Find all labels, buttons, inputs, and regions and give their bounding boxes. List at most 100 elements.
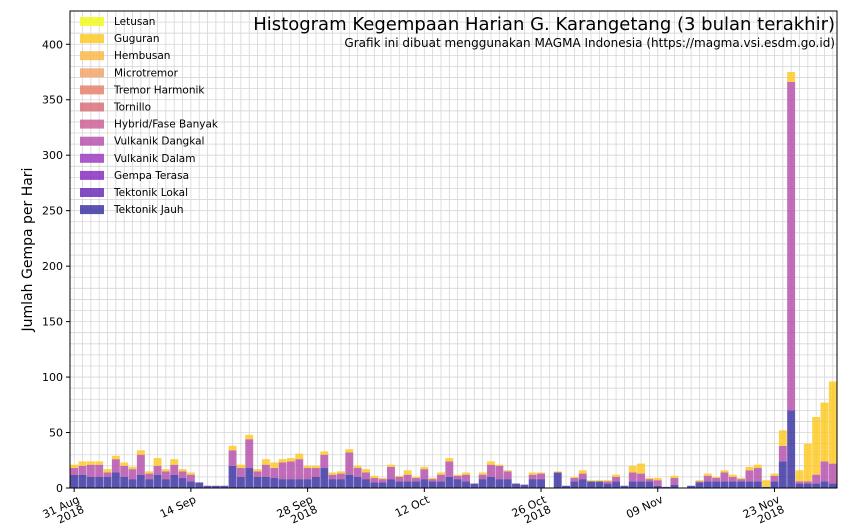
legend-label: Vulkanik Dalam	[114, 153, 195, 165]
bar-segment-tektonik-jauh	[211, 485, 220, 488]
bar-segment-vulkanik-dangkal	[186, 474, 195, 482]
grid-lines	[70, 11, 837, 488]
bar-segment-guguran	[595, 480, 604, 482]
bar-segment-vulkanik-dangkal	[570, 478, 579, 482]
bar-segment-tektonik-jauh	[136, 474, 145, 488]
bar-segment-guguran	[762, 480, 771, 487]
bar-segment-guguran	[420, 466, 429, 470]
bar-segment-tektonik-jauh	[637, 481, 646, 488]
bar-segment-vulkanik-dangkal	[787, 81, 796, 411]
bar-segment-guguran	[261, 459, 270, 465]
bar-segment-vulkanik-dangkal	[428, 479, 437, 482]
bar-segment-vulkanik-dangkal	[462, 474, 470, 482]
plot-frame	[69, 10, 838, 489]
bar-segment-tektonik-jauh	[828, 483, 837, 488]
bar-segment-tektonik-jauh	[278, 479, 287, 488]
bar-segment-tektonik-jauh	[520, 484, 529, 488]
legend-swatch	[80, 170, 104, 180]
bar-segment-tektonik-jauh	[603, 483, 612, 488]
bar-segment-vulkanik-dangkal	[828, 463, 837, 484]
bar-segment-vulkanik-dangkal	[820, 461, 829, 482]
bar-segment-tektonik-jauh	[670, 484, 679, 488]
bar-segment-tektonik-jauh	[161, 479, 170, 488]
bar-segment-vulkanik-dangkal	[528, 474, 537, 480]
bar-segment-tektonik-jauh	[345, 474, 354, 488]
legend-swatch	[80, 119, 104, 129]
bar-segment-tektonik-jauh	[186, 481, 195, 488]
bar-segment-tektonik-jauh	[553, 472, 562, 488]
bar-segment-vulkanik-dangkal	[795, 481, 804, 484]
bar-segment-tektonik-jauh	[745, 481, 754, 488]
bar-segment-tektonik-jauh	[612, 481, 621, 488]
bar-segment-tektonik-jauh	[261, 476, 270, 488]
bar-segment-guguran	[553, 471, 562, 473]
bar-segment-guguran	[637, 463, 646, 474]
bar-segment-tektonik-jauh	[295, 479, 304, 488]
bar-segment-guguran	[345, 449, 354, 453]
bar-segment-guguran	[487, 461, 495, 465]
bar-segment-vulkanik-dangkal	[353, 468, 362, 477]
bar-segment-vulkanik-dangkal	[311, 468, 320, 477]
bar-segment-vulkanik-dangkal	[503, 471, 512, 480]
bar-segment-tektonik-jauh	[562, 485, 571, 488]
bar-segment-guguran	[670, 475, 679, 479]
bar-segment-tektonik-jauh	[378, 482, 387, 488]
bar-segment-tektonik-jauh	[653, 485, 662, 488]
bar-segment-tektonik-jauh	[86, 476, 95, 488]
bar-segment-vulkanik-dangkal	[537, 473, 545, 480]
y-tick-label: 350	[42, 94, 63, 107]
bar-segment-guguran	[695, 480, 704, 482]
bar-segment-vulkanik-dangkal	[70, 468, 79, 475]
bar-segment-tektonik-jauh	[95, 476, 104, 488]
bar-segment-guguran	[170, 459, 179, 465]
bar-segment-vulkanik-dangkal	[712, 478, 721, 482]
bar-segment-guguran	[753, 464, 762, 469]
bar-segment-tektonik-jauh	[420, 479, 429, 488]
bar-segment-tektonik-jauh	[70, 474, 79, 488]
bar-segment-vulkanik-dangkal	[128, 469, 137, 480]
bar-segment-guguran	[370, 475, 379, 479]
bar-segment-vulkanik-dangkal	[478, 474, 487, 480]
bar-segment-tektonik-jauh	[403, 481, 412, 488]
legend-swatch	[80, 51, 104, 61]
bar-segment-tektonik-jauh	[470, 483, 479, 488]
bar-segment-guguran	[820, 402, 829, 462]
bar-segment-tektonik-jauh	[362, 479, 370, 488]
bar-segment-guguran	[253, 469, 262, 472]
bar-segment-tektonik-jauh	[512, 483, 520, 488]
bar-segment-tektonik-jauh	[353, 476, 362, 488]
bar-segment-tektonik-jauh	[803, 483, 812, 488]
bar-segment-guguran	[186, 472, 195, 475]
bar-segment-tektonik-jauh	[537, 479, 545, 488]
bar-segment-tektonik-jauh	[336, 479, 345, 488]
bar-segment-vulkanik-dangkal	[378, 479, 387, 483]
legend-swatch	[80, 205, 104, 215]
legend-swatch	[80, 188, 104, 197]
bar-segment-tektonik-jauh	[795, 483, 804, 488]
legend-label: Hybrid/Fase Banyak	[114, 119, 219, 131]
bar-segment-guguran	[828, 381, 837, 464]
bar-segment-vulkanik-dangkal	[403, 474, 412, 482]
bar-segment-tektonik-jauh	[787, 410, 796, 488]
bar-segment-tektonik-jauh	[128, 479, 137, 488]
y-axis-ticks: 0 50 100 150 200 250 300 350 400	[42, 38, 70, 495]
bar-segment-guguran	[403, 470, 412, 475]
bar-segment-vulkanik-dangkal	[803, 481, 812, 484]
bar-segment-guguran	[236, 464, 245, 469]
bar-segment-vulkanik-dangkal	[303, 468, 312, 480]
bar-segment-tektonik-jauh	[412, 481, 420, 488]
y-axis-label: Jumlah Gempa per Hari	[20, 168, 36, 333]
bar-segment-guguran	[362, 469, 370, 473]
bar-segment-guguran	[437, 472, 445, 475]
bar-segment-tektonik-jauh	[762, 486, 771, 488]
bar-segment-tektonik-jauh	[487, 476, 495, 488]
bar-segment-tektonik-jauh	[236, 476, 245, 488]
bar-segment-vulkanik-dangkal	[153, 465, 162, 475]
bar-segment-tektonik-jauh	[170, 474, 179, 488]
bar-segment-tektonik-jauh	[453, 479, 462, 488]
bar-segment-tektonik-jauh	[528, 479, 537, 488]
legend-label: Tektonik Lokal	[113, 187, 188, 199]
bar-segment-guguran	[528, 472, 537, 475]
bar-segment-tektonik-jauh	[103, 476, 112, 488]
bar-segment-tektonik-jauh	[628, 481, 637, 488]
